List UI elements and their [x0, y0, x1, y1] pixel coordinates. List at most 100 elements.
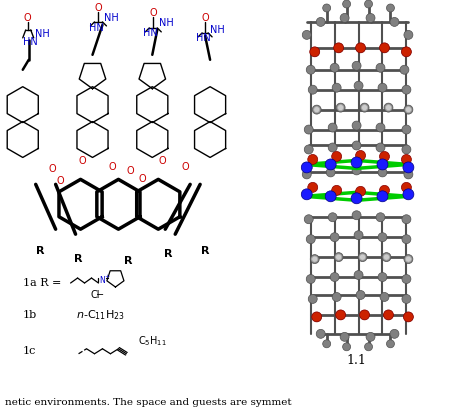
Circle shape — [351, 193, 362, 204]
Circle shape — [308, 155, 318, 164]
Circle shape — [332, 83, 341, 92]
Text: O: O — [138, 174, 146, 184]
Circle shape — [326, 168, 335, 177]
Text: O: O — [24, 13, 32, 23]
Text: HN: HN — [89, 23, 103, 33]
Circle shape — [366, 13, 375, 22]
Circle shape — [404, 255, 413, 264]
Circle shape — [330, 233, 339, 242]
Text: C$_5$H$_{11}$: C$_5$H$_{11}$ — [138, 334, 167, 348]
Circle shape — [312, 256, 318, 262]
Text: O: O — [182, 162, 189, 173]
Circle shape — [362, 104, 367, 111]
Circle shape — [356, 43, 365, 53]
Circle shape — [403, 162, 414, 173]
Circle shape — [383, 310, 393, 320]
Circle shape — [376, 143, 385, 152]
Circle shape — [343, 343, 351, 351]
Circle shape — [334, 43, 344, 53]
Circle shape — [308, 85, 317, 94]
Circle shape — [356, 151, 365, 160]
Text: HN: HN — [196, 33, 211, 43]
Circle shape — [308, 295, 317, 304]
Circle shape — [360, 310, 369, 319]
Circle shape — [316, 329, 325, 338]
Circle shape — [365, 343, 373, 351]
Circle shape — [402, 275, 411, 284]
Circle shape — [360, 103, 369, 112]
Circle shape — [314, 106, 319, 113]
Text: O: O — [109, 162, 116, 173]
Circle shape — [310, 47, 319, 56]
Circle shape — [351, 157, 362, 168]
Text: R: R — [74, 254, 83, 264]
Text: O: O — [201, 13, 209, 23]
Circle shape — [380, 43, 390, 53]
Circle shape — [380, 151, 390, 162]
Circle shape — [352, 166, 361, 175]
Text: NH: NH — [104, 13, 119, 23]
Circle shape — [402, 235, 411, 244]
Circle shape — [401, 47, 411, 57]
Text: R: R — [36, 246, 45, 256]
Circle shape — [323, 340, 331, 348]
Text: 1a R =: 1a R = — [23, 278, 61, 288]
Text: NH: NH — [35, 29, 49, 39]
Circle shape — [302, 30, 311, 39]
Circle shape — [325, 159, 336, 170]
Circle shape — [378, 83, 387, 92]
Circle shape — [366, 333, 375, 341]
Circle shape — [332, 293, 341, 302]
Circle shape — [302, 170, 311, 179]
Text: NH: NH — [210, 25, 225, 35]
Text: O: O — [149, 8, 157, 18]
Circle shape — [385, 104, 392, 111]
Text: HN: HN — [143, 28, 158, 38]
Circle shape — [323, 4, 331, 12]
Text: O: O — [95, 3, 102, 13]
Circle shape — [343, 0, 351, 8]
Circle shape — [332, 185, 342, 195]
Circle shape — [404, 30, 413, 39]
Circle shape — [401, 182, 411, 192]
Circle shape — [400, 65, 409, 74]
Text: −: − — [96, 290, 105, 300]
Text: +: + — [104, 273, 109, 279]
Circle shape — [352, 211, 361, 220]
Circle shape — [390, 18, 399, 27]
Circle shape — [308, 182, 318, 192]
Circle shape — [328, 143, 337, 152]
Circle shape — [310, 255, 319, 264]
Text: O: O — [49, 164, 56, 174]
Circle shape — [328, 213, 337, 222]
Circle shape — [378, 273, 387, 282]
Circle shape — [304, 215, 313, 224]
Circle shape — [402, 47, 411, 56]
Text: O: O — [57, 176, 64, 186]
Circle shape — [380, 185, 390, 195]
Circle shape — [340, 13, 349, 22]
Circle shape — [306, 235, 315, 244]
Circle shape — [376, 213, 385, 222]
Circle shape — [403, 312, 413, 322]
Text: 1.1: 1.1 — [346, 354, 366, 367]
Text: netic environments. The space and guests are symmet: netic environments. The space and guests… — [5, 398, 292, 407]
Circle shape — [336, 310, 346, 320]
Circle shape — [402, 295, 411, 304]
Circle shape — [376, 63, 385, 72]
Text: O: O — [79, 156, 86, 166]
Circle shape — [378, 233, 387, 242]
Circle shape — [402, 215, 411, 224]
Circle shape — [352, 121, 361, 130]
Circle shape — [402, 125, 411, 134]
Circle shape — [306, 275, 315, 284]
Circle shape — [386, 4, 394, 12]
Circle shape — [376, 123, 385, 132]
Circle shape — [352, 141, 361, 150]
Text: R: R — [201, 246, 210, 256]
Circle shape — [383, 254, 390, 260]
Circle shape — [401, 155, 411, 164]
Circle shape — [358, 253, 367, 262]
Text: HN: HN — [23, 37, 37, 47]
Circle shape — [356, 290, 365, 299]
